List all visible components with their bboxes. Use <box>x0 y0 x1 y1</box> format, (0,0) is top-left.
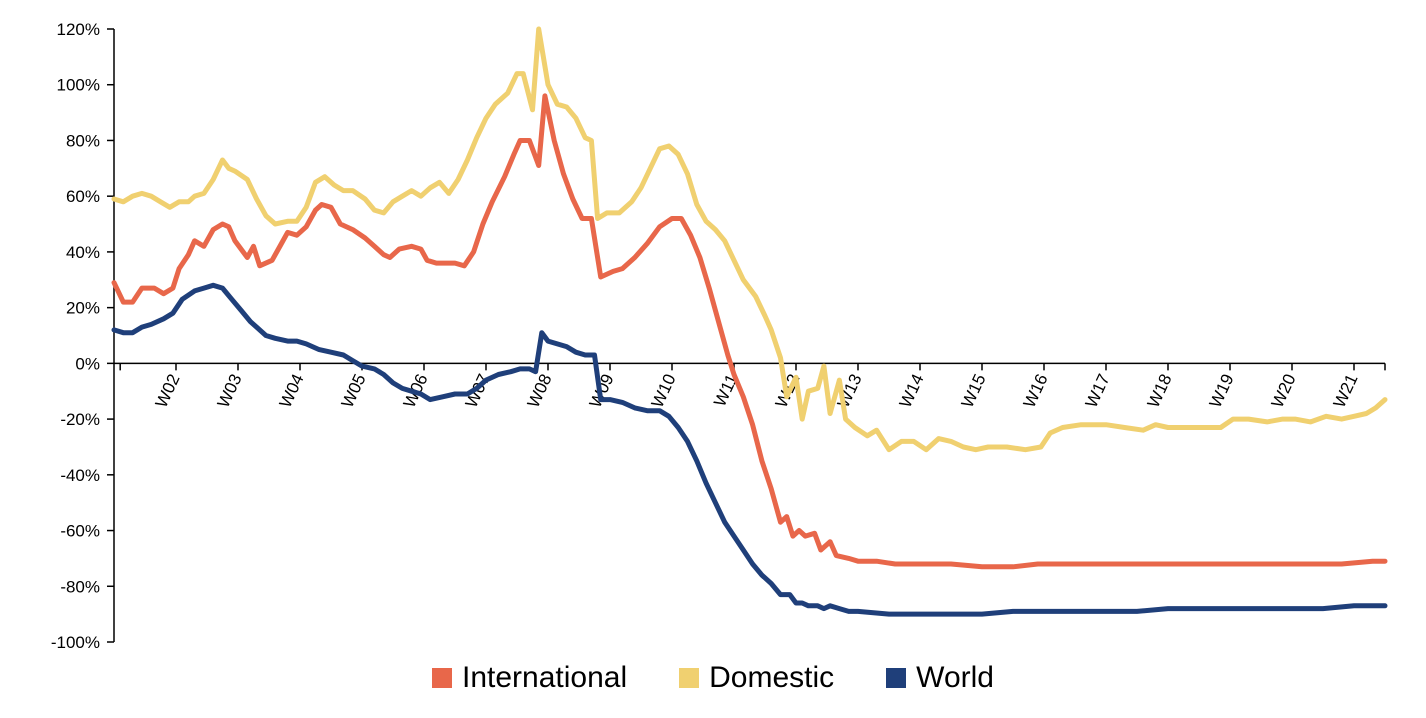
x-tick-label: W10 <box>648 371 680 411</box>
legend-item-domestic: Domestic <box>679 661 834 695</box>
y-axis: -100% -80% -60% -40% -20% 0% 20% 40% 60% 80% 100% 1… <box>51 20 115 650</box>
y-tick-label: 60% <box>66 187 100 206</box>
x-tick-label: W05 <box>338 371 370 411</box>
legend-label: Domestic <box>709 661 835 694</box>
legend-label: World <box>916 661 994 694</box>
legend-swatch <box>679 668 700 688</box>
x-tick-label: W04 <box>276 371 308 411</box>
y-tick-label: -60% <box>60 522 100 541</box>
x-axis: W02 W03 W04 W05 W06 W07 W08 W09 W10 W11 W12 W13 W14 W… <box>114 362 1386 411</box>
legend-item-world: World <box>886 661 994 695</box>
x-tick-label: W08 <box>524 371 556 411</box>
x-tick-label: W15 <box>958 371 990 411</box>
y-tick-label: 40% <box>66 243 100 262</box>
legend: International Domestic World <box>0 656 1426 700</box>
x-tick-label: W17 <box>1082 371 1114 411</box>
x-tick-label: W18 <box>1144 371 1176 411</box>
x-tick-label: W19 <box>1206 371 1238 411</box>
y-tick-label: 20% <box>66 299 100 318</box>
x-tick-label: W02 <box>152 371 184 411</box>
series-line-international <box>111 93 1388 570</box>
y-tick-label: -80% <box>60 577 100 596</box>
line-chart: -100% -80% -60% -40% -20% 0% 20% 40% 60% 80% 100% 1… <box>51 20 1388 650</box>
legend-label: International <box>462 661 628 694</box>
y-tick-label: 0% <box>75 354 100 373</box>
series-layer <box>111 26 1388 617</box>
legend-swatch <box>432 668 453 688</box>
x-tick-label: W20 <box>1268 371 1300 411</box>
series-line-world <box>111 282 1388 617</box>
y-tick-label: 100% <box>57 76 100 95</box>
series-line-domestic <box>111 26 1388 453</box>
y-tick-label: -20% <box>60 410 100 429</box>
x-tick-label: W16 <box>1020 371 1052 411</box>
y-tick-label: 80% <box>66 131 100 150</box>
legend-item-international: International <box>432 661 627 695</box>
y-tick-label: -100% <box>51 633 100 650</box>
x-tick-label: W14 <box>896 371 928 411</box>
y-tick-label: 120% <box>57 20 100 39</box>
legend-swatch <box>886 668 907 688</box>
y-tick-label: -40% <box>60 466 100 485</box>
x-tick-label: W03 <box>214 371 246 411</box>
x-tick-label: W21 <box>1330 371 1362 411</box>
